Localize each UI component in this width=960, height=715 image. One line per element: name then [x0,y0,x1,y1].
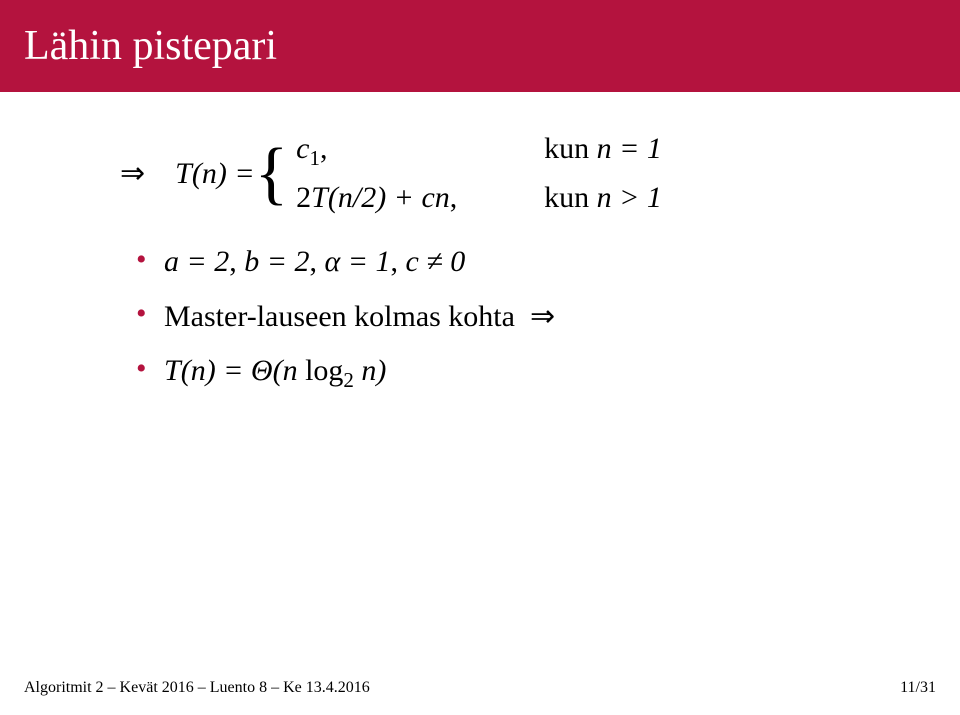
bullet-item-2: Master-lauseen kolmas kohta ⇒ [136,299,900,334]
bullet-item-1: a = 2, b = 2, α = 1, c ≠ 0 [136,245,900,279]
equation-block: ⇒ T(n) = { c1, kun n = 1 2T(n/2) + cn, k… [60,132,900,215]
case1-left: c1, [296,132,506,171]
case2-right: kun n > 1 [544,181,662,215]
implies-arrow: ⇒ [120,156,145,191]
case1-right: kun n = 1 [544,132,662,171]
bullet-list: a = 2, b = 2, α = 1, c ≠ 0 Master-lausee… [60,245,900,393]
case2-left: 2T(n/2) + cn, [296,181,506,215]
cases-brace: { c1, kun n = 1 2T(n/2) + cn, kun n > 1 [255,132,662,215]
left-brace: { [255,146,289,202]
slide-header: Lähin pistepari [0,0,960,92]
slide-title: Lähin pistepari [24,22,277,70]
equation-lhs: T(n) = [175,157,254,191]
bullet-item-3: T(n) = Θ(n log2 n) [136,354,900,393]
slide-content: ⇒ T(n) = { c1, kun n = 1 2T(n/2) + cn, k… [0,92,960,393]
footer-right: 11/31 [900,679,936,697]
slide-footer: Algoritmit 2 – Kevät 2016 – Luento 8 – K… [24,679,936,697]
footer-left: Algoritmit 2 – Kevät 2016 – Luento 8 – K… [24,679,370,697]
